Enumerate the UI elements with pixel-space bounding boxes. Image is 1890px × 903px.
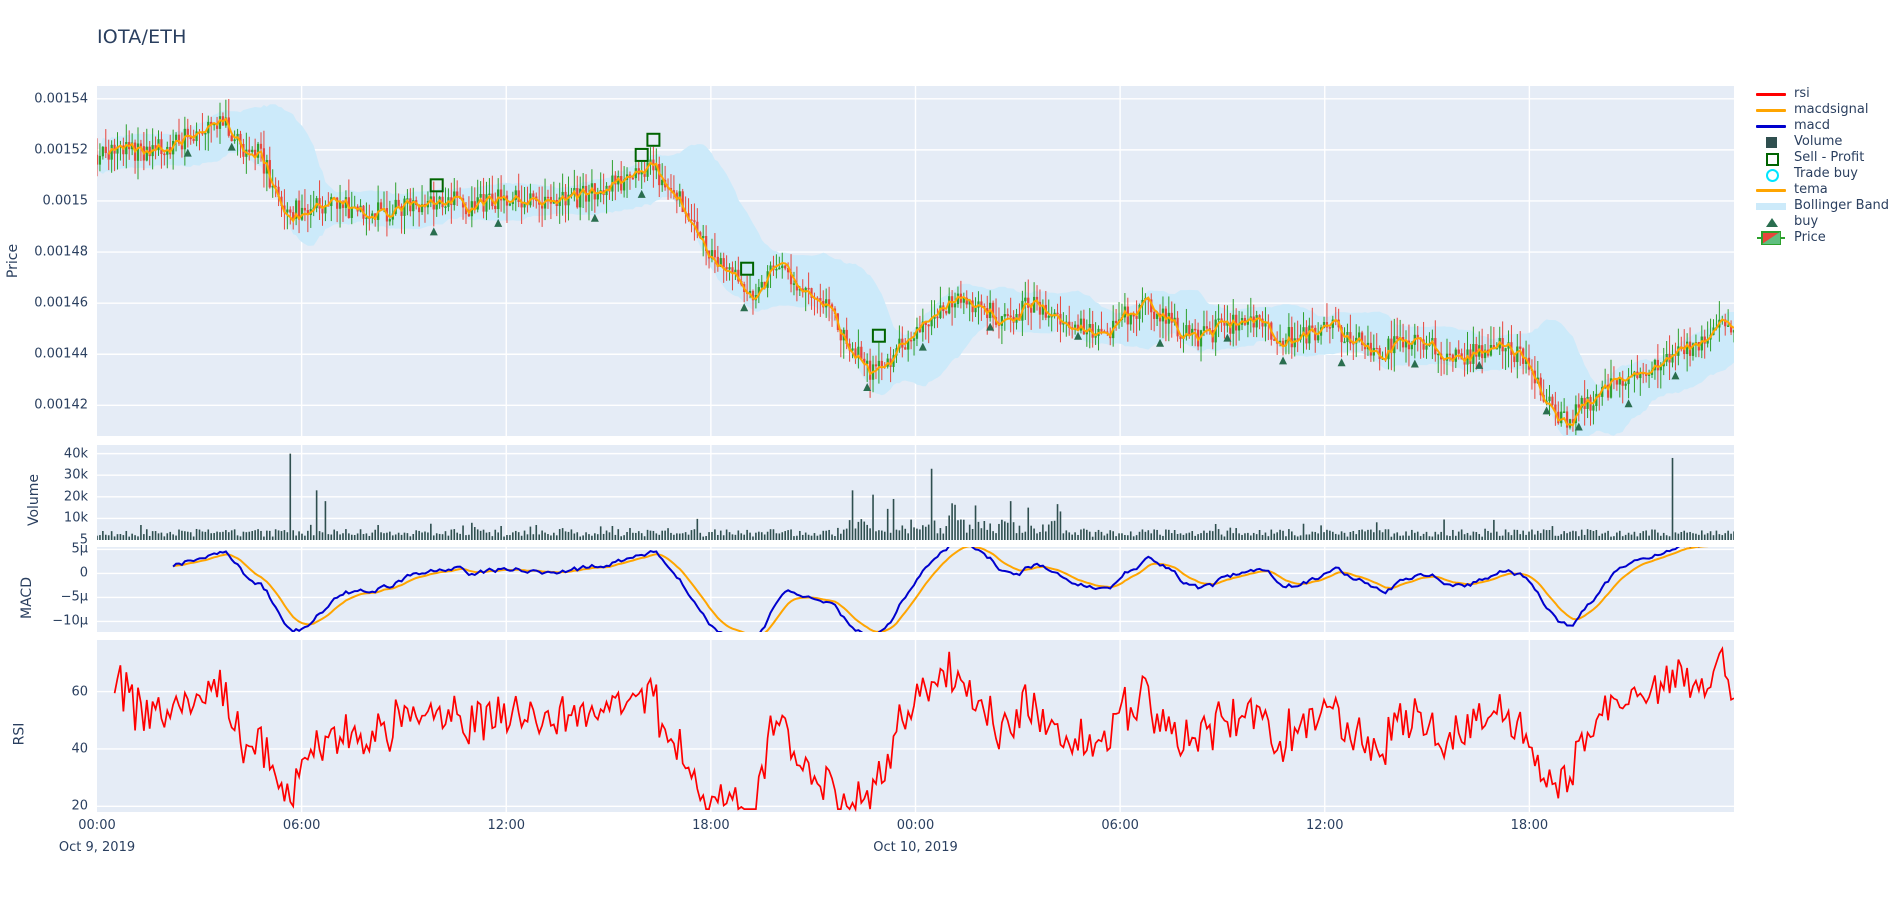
x-axis-tick: 18:00 bbox=[1510, 818, 1549, 833]
line-swatch bbox=[1754, 118, 1788, 134]
macd-axis-label: MACD bbox=[18, 577, 35, 619]
open-circle-swatch bbox=[1754, 166, 1788, 182]
rsi-tick: 40 bbox=[71, 741, 88, 757]
legend-item-trade-buy[interactable]: Trade buy bbox=[1754, 166, 1890, 182]
legend-item-label: Trade buy bbox=[1794, 166, 1858, 181]
legend-item-label: buy bbox=[1794, 214, 1819, 229]
legend-item-label: rsi bbox=[1794, 86, 1810, 101]
price-axis-label: Price bbox=[5, 243, 22, 279]
legend-item-label: Volume bbox=[1794, 134, 1843, 149]
chart-legend: rsi macdsignal macd Volume Sell - Profit Trad… bbox=[1754, 86, 1890, 246]
legend-item-buy[interactable]: buy bbox=[1754, 214, 1890, 230]
rsi-tick: 60 bbox=[71, 684, 88, 700]
macd-panel bbox=[97, 547, 1734, 632]
legend-item-bollinger-band[interactable]: Bollinger Band bbox=[1754, 198, 1890, 214]
volume-axis-ticks: 40k 30k 20k 10k 5 bbox=[0, 445, 88, 546]
legend-item-sell-profit[interactable]: Sell - Profit bbox=[1754, 150, 1890, 166]
legend-item-price[interactable]: Price bbox=[1754, 230, 1890, 246]
legend-item-macd[interactable]: macd bbox=[1754, 118, 1890, 134]
price-tick: 0.00148 bbox=[34, 244, 88, 260]
macd-tick: 5µ bbox=[71, 541, 88, 557]
x-axis-tick: 00:00 bbox=[896, 818, 935, 833]
volume-panel bbox=[97, 445, 1734, 540]
volume-axis-label: Volume bbox=[26, 473, 43, 527]
line-swatch bbox=[1754, 86, 1788, 102]
legend-item-label: macdsignal bbox=[1794, 102, 1869, 117]
price-panel bbox=[97, 86, 1734, 436]
line-swatch bbox=[1754, 102, 1788, 118]
rsi-panel bbox=[97, 640, 1734, 812]
price-tick: 0.00146 bbox=[34, 295, 88, 311]
candlestick-swatch bbox=[1754, 230, 1788, 246]
price-tick: 0.00154 bbox=[34, 91, 88, 107]
x-axis-date-label: Oct 9, 2019 bbox=[58, 840, 136, 855]
legend-item-rsi[interactable]: rsi bbox=[1754, 86, 1890, 102]
macd-tick: −5µ bbox=[60, 589, 88, 605]
volume-tick: 20k bbox=[63, 489, 88, 505]
macd-axis-ticks: 5µ 0 −5µ −10µ bbox=[0, 543, 88, 632]
legend-item-label: Price bbox=[1794, 230, 1826, 245]
legend-item-macdsignal[interactable]: macdsignal bbox=[1754, 102, 1890, 118]
triangle-up-swatch bbox=[1754, 214, 1788, 230]
legend-item-volume[interactable]: Volume bbox=[1754, 134, 1890, 150]
volume-tick: 30k bbox=[63, 467, 88, 483]
volume-tick: 40k bbox=[63, 446, 88, 462]
filled-square-swatch bbox=[1754, 134, 1788, 150]
rsi-axis-label: RSI bbox=[11, 722, 28, 746]
legend-item-label: Sell - Profit bbox=[1794, 150, 1865, 165]
legend-item-tema[interactable]: tema bbox=[1754, 182, 1890, 198]
x-axis-tick: 06:00 bbox=[1101, 818, 1139, 833]
price-tick: 0.00144 bbox=[34, 346, 88, 362]
volume-tick: 10k bbox=[63, 510, 88, 526]
band-swatch bbox=[1754, 198, 1788, 214]
macd-tick: 0 bbox=[79, 565, 88, 581]
open-square-swatch bbox=[1754, 150, 1788, 166]
x-axis-tick: 06:00 bbox=[282, 818, 321, 833]
price-tick: 0.0015 bbox=[42, 193, 89, 209]
price-tick: 0.00142 bbox=[34, 397, 88, 413]
x-axis-tick: 12:00 bbox=[1306, 818, 1344, 833]
line-swatch bbox=[1754, 182, 1788, 198]
volume-tick: 5 bbox=[79, 532, 88, 548]
macd-tick: −10µ bbox=[52, 613, 88, 629]
x-axis-tick: 18:00 bbox=[692, 818, 730, 833]
x-axis-tick: 12:00 bbox=[487, 818, 525, 833]
price-axis-ticks: 0.00154 0.00152 0.0015 0.00148 0.00146 0.0014… bbox=[0, 86, 88, 436]
page-title: IOTA/ETH bbox=[97, 26, 187, 48]
x-axis-date-label: Oct 10, 2019 bbox=[873, 840, 958, 855]
price-tick: 0.00152 bbox=[34, 142, 88, 158]
x-axis-tick: 00:00 bbox=[78, 818, 116, 833]
rsi-tick: 20 bbox=[71, 798, 88, 814]
legend-item-label: Bollinger Band bbox=[1794, 198, 1890, 213]
rsi-axis-ticks: 60 40 20 bbox=[0, 640, 88, 814]
legend-item-label: macd bbox=[1794, 118, 1831, 133]
legend-item-label: tema bbox=[1794, 182, 1828, 197]
